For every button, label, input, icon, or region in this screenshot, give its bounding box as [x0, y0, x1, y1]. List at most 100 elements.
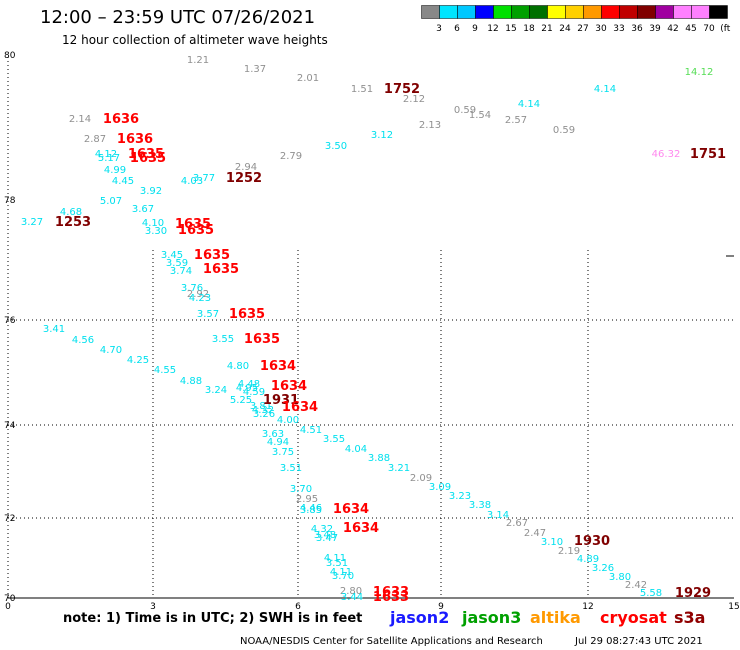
y-tick-label: 80 [4, 51, 16, 61]
wave-height-value: 3.09 [429, 482, 451, 493]
wave-height-value: 1.37 [244, 64, 266, 75]
color-scale-label: (ft) [720, 24, 731, 34]
pass-time-label: 1636 [103, 112, 139, 127]
wave-height-value: 4.94 [267, 437, 289, 448]
color-scale-label: 3 [436, 24, 442, 34]
legend-jason3: jason3 [462, 608, 522, 627]
wave-height-value: 4.56 [72, 335, 94, 346]
legend-altika: altika [530, 608, 581, 627]
color-swatch [493, 5, 512, 19]
wave-height-value: 3.48 [314, 530, 336, 541]
pass-time-label: 1635 [194, 248, 230, 263]
wave-height-value: 4.12 [95, 149, 117, 160]
color-scale-label: 21 [541, 24, 552, 34]
color-scale-label: 33 [613, 24, 624, 34]
wave-height-value: 3.59 [166, 258, 188, 269]
wave-height-value: 3.51 [326, 558, 348, 569]
wave-height-value: 3.70 [290, 484, 312, 495]
footer-note: note: 1) Time is in UTC; 2) SWH is in fe… [63, 611, 363, 626]
wave-height-value: 3.55 [323, 434, 345, 445]
wave-height-value: 3.21 [388, 463, 410, 474]
wave-height-value: 5.17 [98, 153, 120, 164]
color-scale-label: 36 [631, 24, 643, 34]
color-scale-label: 12 [487, 24, 498, 34]
y-tick-label: 78 [4, 196, 16, 206]
wave-height-value: 14.12 [685, 67, 714, 78]
pass-time-label: 1635 [229, 307, 265, 322]
y-tick-label: 70 [4, 594, 16, 604]
wave-height-value: 3.44 [341, 592, 363, 603]
wave-height-value: 3.10 [541, 537, 563, 548]
wave-height-value: 2.47 [524, 528, 546, 539]
wave-height-value: 4.59 [243, 387, 265, 398]
pass-time-label: 1634 [333, 502, 369, 517]
wave-height-value: 4.14 [594, 84, 616, 95]
legend-jason2: jason2 [390, 608, 450, 627]
wave-height-value: 4.68 [60, 207, 82, 218]
wave-height-value: 4.48 [238, 379, 260, 390]
wave-height-value: 4.89 [577, 554, 599, 565]
page-subtitle: 12 hour collection of altimeter wave hei… [62, 33, 328, 47]
color-scale-label: 42 [667, 24, 678, 34]
wave-height-value: 3.70 [332, 571, 354, 582]
wave-height-value: 3.81 [250, 401, 272, 412]
wave-height-value: 3.63 [262, 429, 284, 440]
color-swatch [583, 5, 602, 19]
x-tick-label: 12 [582, 602, 593, 612]
pass-time-label: 1633 [373, 590, 409, 605]
pass-time-label: 1633 [373, 585, 409, 600]
wave-height-value: 3.12 [371, 130, 393, 141]
legend-s3a: s3a [674, 608, 706, 627]
pass-time-label: 1635 [175, 217, 211, 232]
wave-height-value: 3.27 [21, 217, 43, 228]
color-swatch [547, 5, 566, 19]
wave-height-value: 3.26 [253, 409, 275, 420]
pass-time-label: 1634 [260, 359, 296, 374]
color-scale-label: 39 [649, 24, 661, 34]
wave-height-value: 4.11 [330, 567, 352, 578]
wave-height-value: 2.87 [84, 134, 106, 145]
color-scale-label: 15 [505, 24, 516, 34]
wave-height-value: 3.57 [197, 309, 219, 320]
color-swatch [655, 5, 674, 19]
wave-height-value: 2.19 [558, 546, 580, 557]
wave-height-value: 4.11 [324, 553, 346, 564]
x-tick-label: 6 [295, 602, 301, 612]
wave-height-value: 2.94 [235, 162, 257, 173]
wave-height-value: 4.25 [127, 355, 149, 366]
wave-height-value: 3.38 [469, 500, 491, 511]
y-tick-label: 76 [4, 316, 16, 326]
color-swatch [637, 5, 656, 19]
wave-height-value: 3.23 [449, 491, 471, 502]
color-scale-label: 24 [559, 24, 571, 34]
pass-time-label: 1634 [343, 521, 379, 536]
wave-height-value: 3.92 [140, 186, 162, 197]
pass-time-label: 1635 [128, 147, 164, 162]
wave-height-value: 3.74 [170, 266, 192, 277]
wave-height-value: 3.85 [300, 505, 322, 516]
pass-time-label: 1931 [263, 393, 299, 408]
wave-height-value: 2.67 [506, 518, 528, 529]
wave-height-value: 2.13 [419, 120, 441, 131]
wave-height-value: 4.03 [181, 176, 203, 187]
color-swatch [709, 5, 728, 19]
wave-height-value: 4.23 [189, 293, 211, 304]
pass-time-label: 1635 [244, 332, 280, 347]
color-scale-label: 30 [595, 24, 607, 34]
pass-time-label: 1752 [384, 82, 420, 97]
pass-time-label: 1636 [117, 132, 153, 147]
color-scale-label: 27 [577, 24, 588, 34]
wave-height-value: 4.00 [277, 415, 299, 426]
color-swatch [673, 5, 692, 19]
color-swatch [619, 5, 638, 19]
color-swatch [511, 5, 530, 19]
x-tick-label: 9 [438, 602, 444, 612]
x-tick-label: 0 [5, 602, 11, 612]
wave-height-value: 1.51 [351, 84, 373, 95]
pass-time-label: 1751 [690, 147, 726, 162]
x-tick-label: 3 [150, 602, 156, 612]
wave-height-value: 3.55 [212, 334, 234, 345]
wave-height-value: 3.80 [609, 572, 631, 583]
color-scale-label: 45 [685, 24, 696, 34]
wave-height-value: 4.95 [236, 383, 258, 394]
